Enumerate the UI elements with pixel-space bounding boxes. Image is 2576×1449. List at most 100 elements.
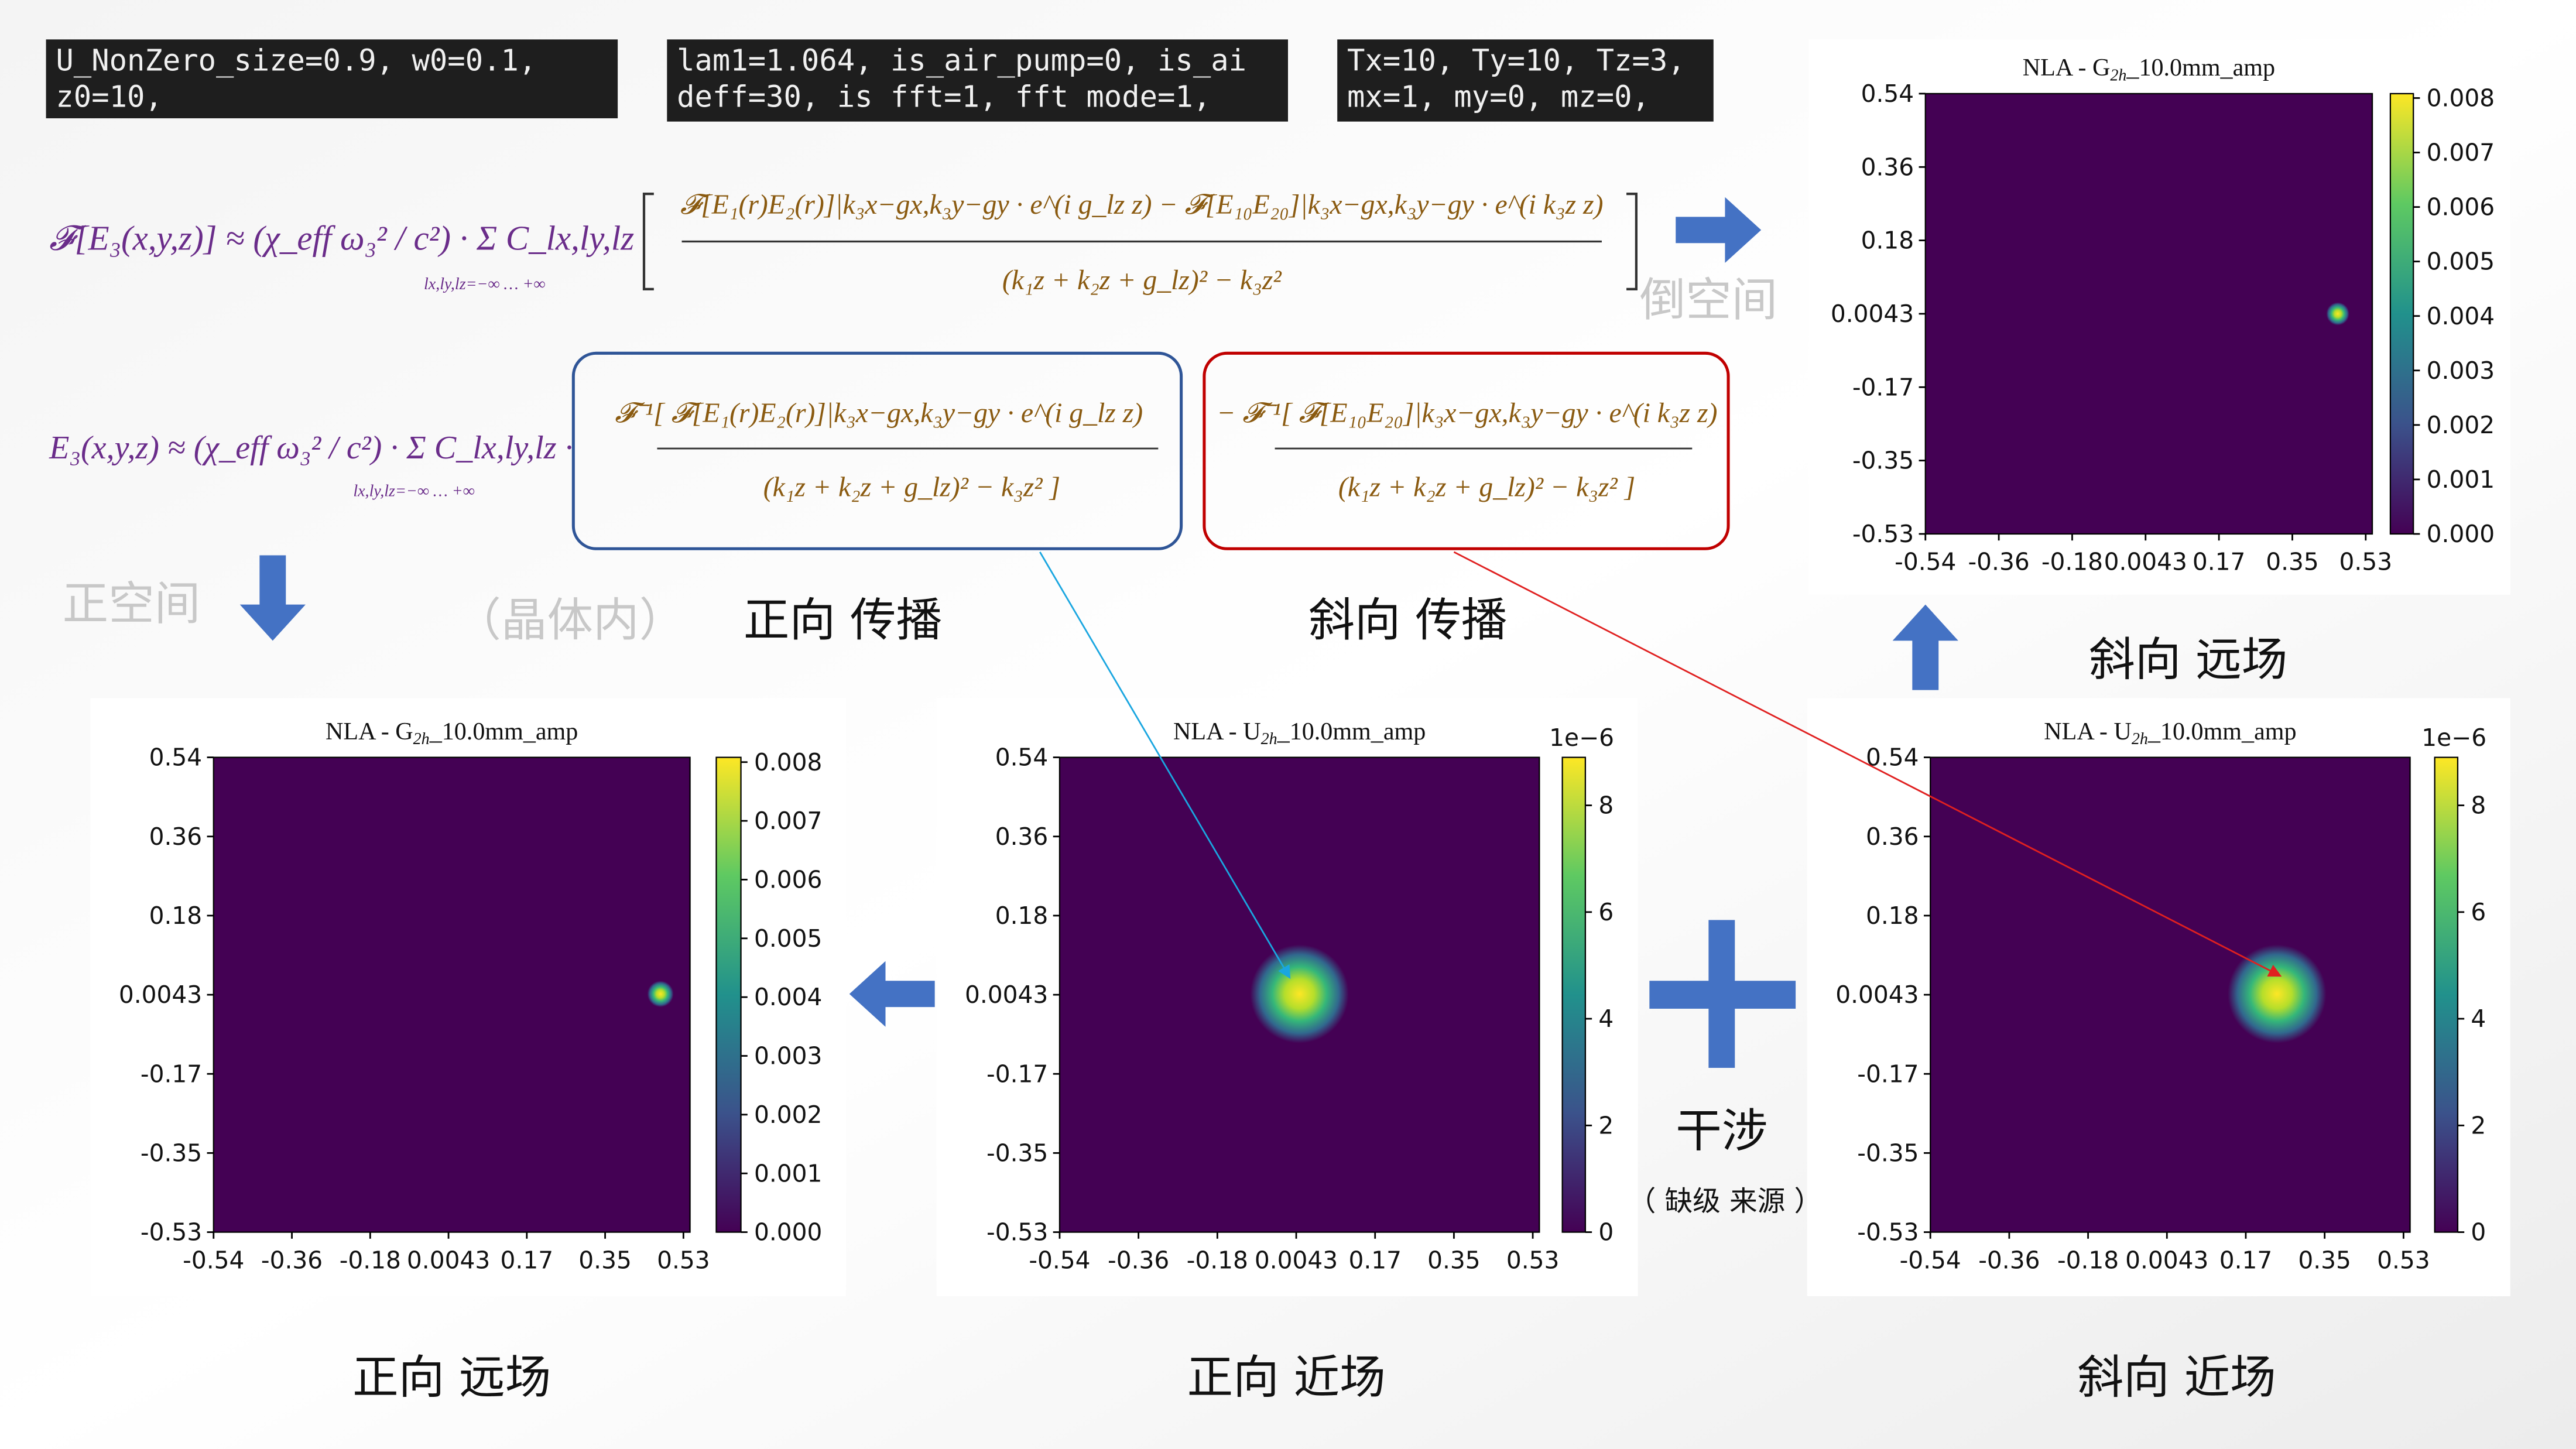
title-part: NLA - G (326, 718, 413, 745)
y-tick-label: -0.53 (986, 1218, 1048, 1246)
title-part: NLA - U (2044, 718, 2132, 745)
code-box: Tx=10, Ty=10, Tz=3,mx=1, my=0, mz=0, (1337, 39, 1714, 122)
colorbar (1561, 756, 1587, 1233)
label: 正空间 (63, 577, 201, 631)
colorbar-tick-label: 6 (2471, 898, 2486, 926)
y-tick-label: 0.0043 (1831, 300, 1914, 328)
colorbar (2389, 93, 2414, 535)
y-tick-label: 0.36 (149, 823, 203, 851)
colorbar-tick-label: 8 (2471, 792, 2486, 820)
colorbar (2434, 756, 2459, 1233)
colorbar-tick-label: 4 (1598, 1005, 1614, 1033)
colorbar-tick-label: 0.002 (754, 1101, 822, 1129)
y-tick-label: 0.0043 (119, 981, 202, 1009)
x-tick-label: 0.17 (2219, 1246, 2273, 1274)
colorbar-tick-label: 0.005 (754, 924, 822, 953)
x-tick-label: 0.0043 (2125, 1246, 2208, 1274)
colorbar (715, 756, 742, 1233)
y-tick-label: 0.36 (995, 823, 1049, 851)
x-tick-label: -0.36 (1978, 1246, 2040, 1274)
arrow-up (1892, 604, 1958, 690)
title-part: 2h (2132, 730, 2148, 748)
x-tick-label: 0.17 (501, 1246, 554, 1274)
arrow-right (1676, 197, 1762, 263)
y-tick-label: 0.54 (149, 744, 203, 772)
label: 正向 传播 (744, 593, 942, 647)
code-line: z0=10, (56, 79, 162, 114)
colorbar-tick-label: 0.000 (754, 1218, 822, 1246)
x-tick-label: -0.18 (1187, 1246, 1248, 1274)
title-part: _10.0mm_amp (429, 718, 578, 745)
x-tick-label: 0.53 (657, 1246, 710, 1274)
y-tick-label: -0.35 (141, 1139, 202, 1167)
colorbar-tick-label: 0.007 (2427, 139, 2495, 167)
plot-title: NLA - U2h_10.0mm_amp (2044, 718, 2296, 748)
heatmap-panel: NLA - U2h_10.0mm_amp0.540.360.180.0043-0… (936, 698, 1638, 1297)
colorbar-scale: 1e−6 (2421, 724, 2486, 752)
heatmap-area (213, 756, 691, 1233)
x-tick-label: 0.0043 (407, 1246, 490, 1274)
title-part: _10.0mm_amp (2126, 54, 2275, 81)
y-tick-label: -0.35 (1852, 447, 1914, 475)
label: 正向 近场 (1187, 1351, 1386, 1405)
title-part: 2h (2110, 67, 2126, 85)
x-tick-label: 0.35 (2266, 548, 2319, 576)
x-tick-label: -0.54 (183, 1246, 244, 1274)
y-tick-label: 0.36 (1866, 823, 1919, 851)
colorbar-tick-label: 0.001 (2427, 465, 2495, 494)
code-box: U_NonZero_size=0.9, w0=0.1,z0=10, (46, 39, 618, 119)
x-tick-label: -0.18 (340, 1246, 401, 1274)
x-tick-label: 0.17 (2193, 548, 2246, 576)
x-tick-label: 0.53 (2377, 1246, 2430, 1274)
x-tick-label: -0.36 (1968, 548, 2029, 576)
title-part: NLA - U (1173, 718, 1261, 745)
y-tick-label: -0.17 (1852, 373, 1914, 401)
title-part: 2h (413, 730, 430, 748)
x-tick-label: -0.36 (1108, 1246, 1169, 1274)
code-boxes: U_NonZero_size=0.9, w0=0.1,z0=10, lam1=1.… (46, 39, 1714, 122)
plot-title: NLA - G2h_10.0mm_amp (326, 718, 578, 748)
y-tick-label: 0.54 (995, 744, 1049, 772)
colorbar-scale: 1e−6 (1549, 724, 1614, 752)
colorbar-tick-label: 0.003 (754, 1042, 822, 1070)
x-tick-label: -0.18 (2057, 1246, 2119, 1274)
x-tick-label: -0.54 (1029, 1246, 1090, 1274)
y-tick-label: 0.0043 (1835, 981, 1919, 1009)
code-background (1337, 39, 1714, 122)
code-line: mx=1, my=0, mz=0, (1347, 79, 1650, 114)
intensity-spot (2228, 944, 2327, 1043)
title-part: _10.0mm_amp (2147, 718, 2297, 745)
label: （ 缺级 来源 ） (1628, 1186, 1823, 1218)
y-tick-label: 0.18 (1866, 902, 1919, 930)
label: 斜向 传播 (1308, 593, 1507, 647)
label: 倒空间 (1640, 273, 1778, 327)
colorbar-tick-label: 0.003 (2427, 357, 2495, 385)
heatmap-panel: NLA - G2h_10.0mm_amp0.540.360.180.0043-0… (1808, 39, 2510, 595)
formula-forward-numerator: 𝓕⁻¹[ 𝓕[E₁(r)E₂(r)]|k₃x−gx,k₃y−gy · e^(i … (615, 398, 1143, 429)
arrows (239, 197, 1958, 1068)
formula-lhs: E₃(x,y,z) ≈ (χ_eff ω₃² / c²) · Σ C_lx,ly… (49, 430, 573, 466)
colorbar-tick-label: 8 (1598, 792, 1614, 820)
heatmap-panel: NLA - U2h_10.0mm_amp0.540.360.180.0043-0… (1807, 698, 2510, 1297)
pointer-line (1453, 551, 2282, 977)
plots: NLA - G2h_10.0mm_amp0.540.360.180.0043-0… (90, 39, 2510, 1297)
y-tick-label: 0.54 (1866, 744, 1919, 772)
colorbar-tick-label: 0.007 (754, 807, 822, 835)
code-box: lam1=1.064, is_air_pump=0, is_aideff=30,… (667, 39, 1288, 122)
intensity-spot (2326, 302, 2349, 326)
heatmap-panel: NLA - G2h_10.0mm_amp0.540.360.180.0043-0… (90, 698, 847, 1297)
oblique-box (1203, 351, 1730, 550)
formula-reciprocal: 𝓕[E₃(x,y,z)] ≈ (χ_eff ω₃² / c²) · Σ C_lx… (49, 189, 1638, 296)
colorbar-tick-label: 2 (2471, 1111, 2486, 1139)
formula-oblique-numerator: − 𝓕⁻¹[ 𝓕[E₁₀E₂₀]|k₃x−gx,k₃y−gy · e^(i k₃… (1217, 398, 1717, 429)
colorbar-tick-label: 0.002 (2427, 411, 2495, 439)
y-tick-label: -0.53 (141, 1218, 202, 1246)
y-tick-label: -0.53 (1852, 520, 1914, 548)
formula-oblique-denominator: (k₁z + k₂z + g_lz)² − k₃z² ] (1338, 471, 1635, 502)
heatmap-area (1930, 756, 2411, 1233)
x-tick-label: -0.18 (2041, 548, 2103, 576)
code-line: lam1=1.064, is_air_pump=0, is_ai (677, 43, 1246, 78)
label: 斜向 近场 (2077, 1351, 2276, 1405)
plot-title: NLA - U2h_10.0mm_amp (1173, 718, 1426, 748)
formula-sum-range: lx,ly,lz=−∞ … +∞ (424, 275, 545, 293)
